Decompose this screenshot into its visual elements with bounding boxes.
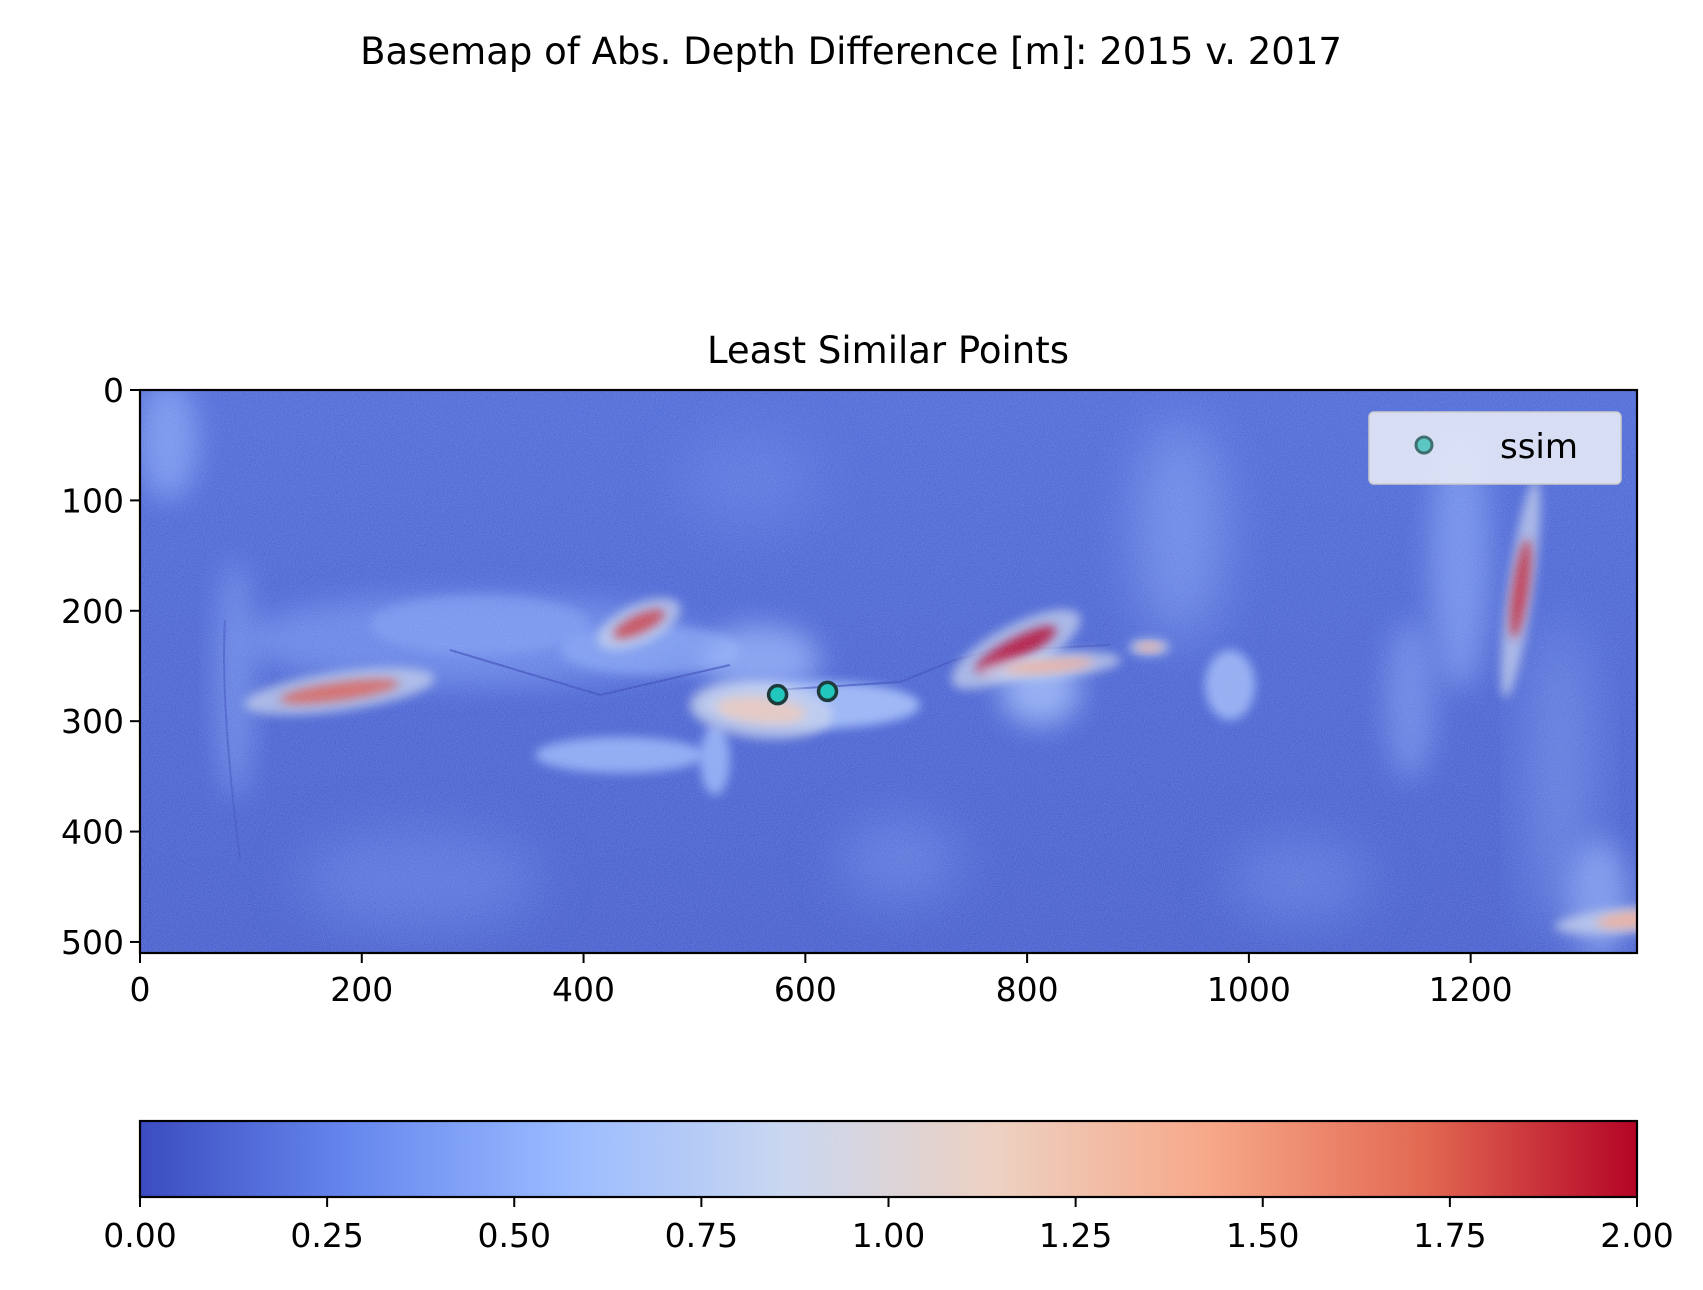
colorbar-tick-label: 0.00 [103,1216,176,1255]
x-tick-label: 600 [774,970,837,1009]
ssim-scatter-series [766,680,839,706]
x-axis-ticks: 0 200 400 600 800 1000 1200 [130,953,1513,1009]
x-tick-label: 1000 [1207,970,1291,1009]
colorbar-tick-label: 2.00 [1600,1216,1673,1255]
colorbar-tick-label: 0.25 [290,1216,363,1255]
colorbar-tick-label: 1.50 [1226,1216,1299,1255]
colorbar: 0.00 0.25 0.50 0.75 1.00 1.25 1.50 1.75 2.00 [103,1119,1674,1255]
y-tick-label: 500 [61,923,124,962]
colorbar-gradient [140,1121,1637,1197]
colorbar-tick-label: 1.25 [1039,1216,1112,1255]
y-tick-label: 300 [61,702,124,741]
x-tick-label: 0 [130,970,151,1009]
chart-title: Least Similar Points [707,329,1069,372]
y-tick-label: 400 [61,813,124,852]
legend-ssim-label: ssim [1500,427,1578,467]
figure-suptitle: Basemap of Abs. Depth Difference [m]: 20… [360,30,1342,73]
colorbar-ticks: 0.00 0.25 0.50 0.75 1.00 1.25 1.50 1.75 2.00 [103,1197,1674,1255]
legend-ssim-marker [1414,435,1434,455]
ssim-point [816,680,839,703]
y-tick-label: 0 [103,371,124,410]
colorbar-tick-label: 0.75 [665,1216,738,1255]
x-tick-label: 1200 [1429,970,1513,1009]
y-tick-label: 100 [61,481,124,520]
legend-box [1368,411,1622,485]
legend: ssim [1368,411,1622,485]
colorbar-tick-label: 0.50 [478,1216,551,1255]
x-tick-label: 800 [996,970,1059,1009]
y-axis-ticks: 0 100 200 300 400 500 [61,371,140,962]
axes-frame [138,388,1639,955]
x-tick-label: 200 [330,970,393,1009]
ssim-point [766,683,789,706]
y-tick-label: 200 [61,592,124,631]
x-tick-label: 400 [552,970,615,1009]
colorbar-tick-label: 1.00 [852,1216,925,1255]
colorbar-tick-label: 1.75 [1413,1216,1486,1255]
